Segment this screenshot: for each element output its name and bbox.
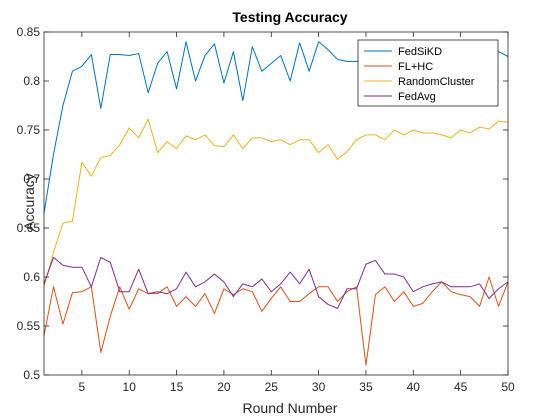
series-line-fl-hc [43, 276, 509, 366]
series-line-fedavg [43, 256, 509, 309]
y-tick-label: 0.75 [17, 123, 41, 137]
series-line-randomcluster [43, 118, 509, 287]
x-tick-label: 50 [501, 380, 515, 394]
legend-label-fedsikd: FedSiKD [398, 46, 442, 58]
x-tick-label: 40 [407, 380, 421, 394]
y-tick-label: 0.85 [17, 25, 41, 39]
chart-title: Testing Accuracy [232, 9, 347, 25]
y-axis-label: Accuracy [21, 173, 37, 231]
x-tick-label: 25 [265, 380, 279, 394]
y-tick-label: 0.8 [23, 74, 40, 88]
legend-label-fl-hc: FL+HC [398, 61, 433, 73]
x-tick-label: 30 [312, 380, 326, 394]
plot-frame [43, 31, 509, 376]
x-tick-label: 15 [170, 380, 184, 394]
legend: FedSiKD FL+HC RandomCluster FedAvg [357, 39, 499, 107]
x-axis-label: Round Number [243, 400, 338, 416]
x-tick-label: 5 [79, 380, 86, 394]
plot-area: 5 10 15 20 25 30 35 40 45 50 0.5 0.55 0.6 0.65 0.7 0.75… [17, 25, 515, 394]
legend-label-randomcluster: RandomCluster [398, 76, 475, 88]
y-tick-label: 0.6 [23, 270, 40, 284]
x-tick-label: 10 [123, 380, 137, 394]
y-tick-label: 0.7 [23, 172, 40, 186]
y-tick-label: 0.5 [23, 368, 40, 382]
y-tick-label: 0.55 [17, 319, 41, 333]
y-tick-label: 0.65 [17, 221, 41, 235]
legend-label-fedavg: FedAvg [398, 91, 436, 103]
x-tick-label: 35 [359, 380, 373, 394]
x-tick-label: 20 [217, 380, 231, 394]
x-tick-label: 45 [454, 380, 468, 394]
